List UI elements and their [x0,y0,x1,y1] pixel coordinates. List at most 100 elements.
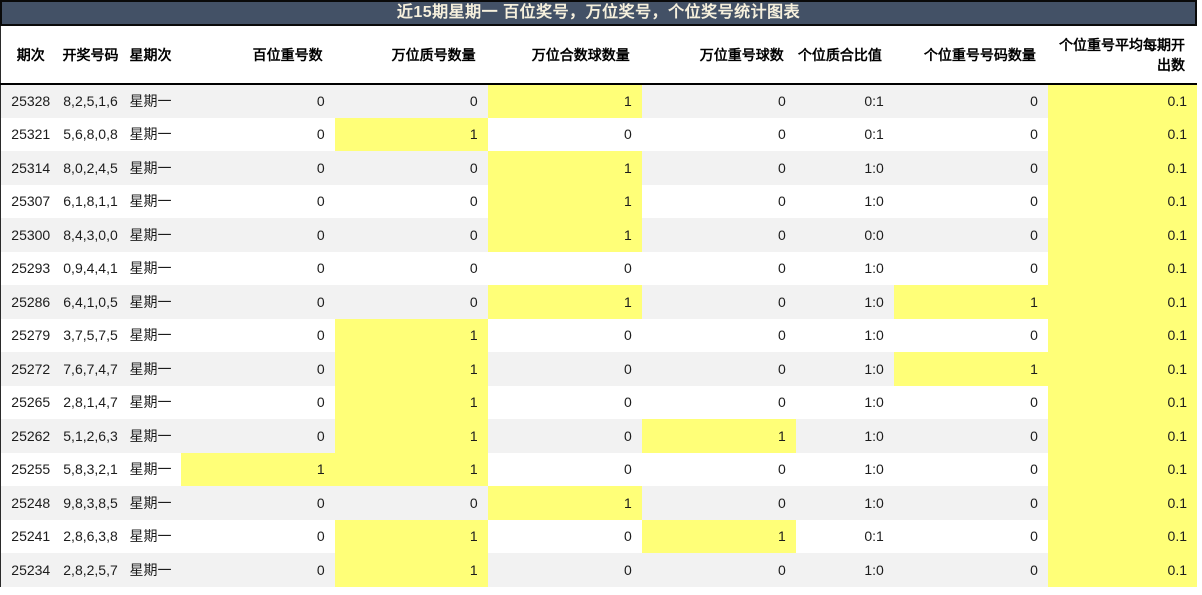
table-cell: 0 [1030,126,1038,143]
table-cell: 星期一 [129,394,172,411]
table-cell: 1 [487,151,642,185]
column-header-1: 期次 [0,26,61,85]
table-cell: 0:1 [864,93,884,110]
table-cell: 0 [778,360,786,377]
table-cell: 0 [778,293,786,310]
table-cell: 1:0 [864,159,884,176]
table-cell: 0.1 [1047,519,1197,553]
table-cell: 0.1 [1047,486,1197,520]
table-cell: 1 [893,352,1048,386]
table-cell: 1 [334,318,488,352]
table-cell: 0 [469,93,478,110]
table-cell: 0 [623,327,632,344]
table-cell: 0 [778,327,786,344]
table-cell: 8,4,3,0,0 [63,226,118,243]
table-cell: 25234 [11,561,51,578]
table-cell: 星期一 [129,226,172,243]
table-cell: 1 [641,519,796,553]
table-cell: 2,8,2,5,7 [63,561,118,578]
header-row: 期次 开奖号码 星期次 百位重号数 万位质号数量 万位合数球数量 万位重号球数 个位质合比值个… [0,26,1197,85]
table-cell: 0 [778,193,786,210]
table-cell: 0.1 [1047,251,1197,285]
table-cell: 0.1 [1047,218,1197,252]
table-cell: 0 [778,561,786,578]
table-cell: 0 [623,427,632,444]
table-cell: 0 [1030,159,1038,176]
table-cell: 25262 [11,427,51,444]
table-cell: 星期一 [129,193,172,210]
table-cell: 1 [893,285,1048,319]
table-cell: 25286 [11,293,51,310]
table-cell: 25248 [11,494,51,511]
table-cell: 5,8,3,2,1 [63,461,118,478]
table-cell: 0 [778,461,786,478]
table-cell: 25272 [11,360,51,377]
table-cell: 0.1 [1047,352,1197,386]
table-row: 25262 5,1,2,6,3 星期一 0 1 0 1 1:0 0 0.1 [0,419,1197,453]
table-cell: 星期一 [129,293,172,310]
table-cell: 0.1 [1047,84,1197,118]
table-cell: 0 [316,226,325,243]
table-cell: 6,4,1,0,5 [63,293,118,310]
table-row: 25234 2,8,2,5,7 星期一 0 1 0 0 1:0 0 0.1 [0,553,1197,587]
table-row: 25255 5,8,3,2,1 星期一 1 1 0 0 1:0 0 0.1 [0,452,1197,486]
table-cell: 1 [180,452,335,486]
column-header-6: 万位合数球数量 [487,26,642,85]
table-cell: 0 [316,394,325,411]
table-cell: 3,7,5,7,5 [63,327,118,344]
table-cell: 星期一 [129,126,172,143]
table-cell: 0.1 [1047,184,1197,218]
table-row: 25307 6,1,8,1,1 星期一 0 0 1 0 1:0 0 0.1 [0,184,1197,218]
table-cell: 1:0 [864,293,884,310]
table-cell: 0 [316,126,325,143]
table-cell: 25300 [11,226,51,243]
table-cell: 0 [623,561,632,578]
table-cell: 0 [316,561,325,578]
table-cell: 0 [316,260,325,277]
table-row: 25321 5,6,8,0,8 星期一 0 1 0 0 0:1 0 0.1 [0,117,1197,151]
table-cell: 25293 [11,260,51,277]
table-cell: 1 [334,117,488,151]
table-cell: 星期一 [129,461,172,478]
column-header-8: 个位质合比值 [795,26,894,85]
table-cell: 8,2,5,1,6 [63,93,118,110]
table-cell: 0 [778,159,786,176]
table-cell: 1:0 [864,494,884,511]
table-cell: 1:0 [864,427,884,444]
table-body: 25328 8,2,5,1,6 星期一 0 0 1 0 0:1 0 0.1 25321 5,6,8,0… [0,84,1197,587]
table-cell: 0 [1030,394,1038,411]
page-title: 近15期星期一 百位奖号，万位奖号，个位奖号统计图表 [0,0,1197,26]
column-header-2: 开奖号码 [60,26,121,85]
table-row: 25265 2,8,1,4,7 星期一 0 1 0 0 1:0 0 0.1 [0,385,1197,419]
table-row: 25279 3,7,5,7,5 星期一 0 1 0 0 1:0 0 0.1 [0,318,1197,352]
table-cell: 0:0 [864,226,884,243]
table-cell: 1 [334,352,488,386]
table-cell: 0 [316,427,325,444]
table-cell: 6,1,8,1,1 [63,193,118,210]
table-cell: 0 [1030,260,1038,277]
table-cell: 0.1 [1047,419,1197,453]
column-header-4: 百位重号数 [180,26,335,85]
table-cell: 7,6,7,4,7 [63,360,118,377]
table-cell: 0 [623,126,632,143]
table-cell: 25328 [11,93,51,110]
table-cell: 星期一 [129,528,172,545]
table-cell: 5,1,2,6,3 [63,427,118,444]
table-cell: 0 [778,93,786,110]
table-cell: 25241 [11,528,51,545]
table-cell: 0 [316,159,325,176]
table-cell: 1 [334,519,488,553]
table-cell: 1 [487,486,642,520]
table-cell: 25265 [11,394,51,411]
table-cell: 0.1 [1047,117,1197,151]
table-cell: 0 [316,327,325,344]
table-cell: 0.1 [1047,452,1197,486]
table-cell: 0 [469,494,478,511]
table-cell: 1 [487,184,642,218]
table-cell: 0,9,4,4,1 [63,260,118,277]
table-cell: 0 [1030,461,1038,478]
table-row: 25248 9,8,3,8,5 星期一 0 0 1 0 1:0 0 0.1 [0,486,1197,520]
table-row: 25272 7,6,7,4,7 星期一 0 1 0 0 1:0 1 0.1 [0,352,1197,386]
column-header-9: 个位重号号码数量 [893,26,1048,85]
